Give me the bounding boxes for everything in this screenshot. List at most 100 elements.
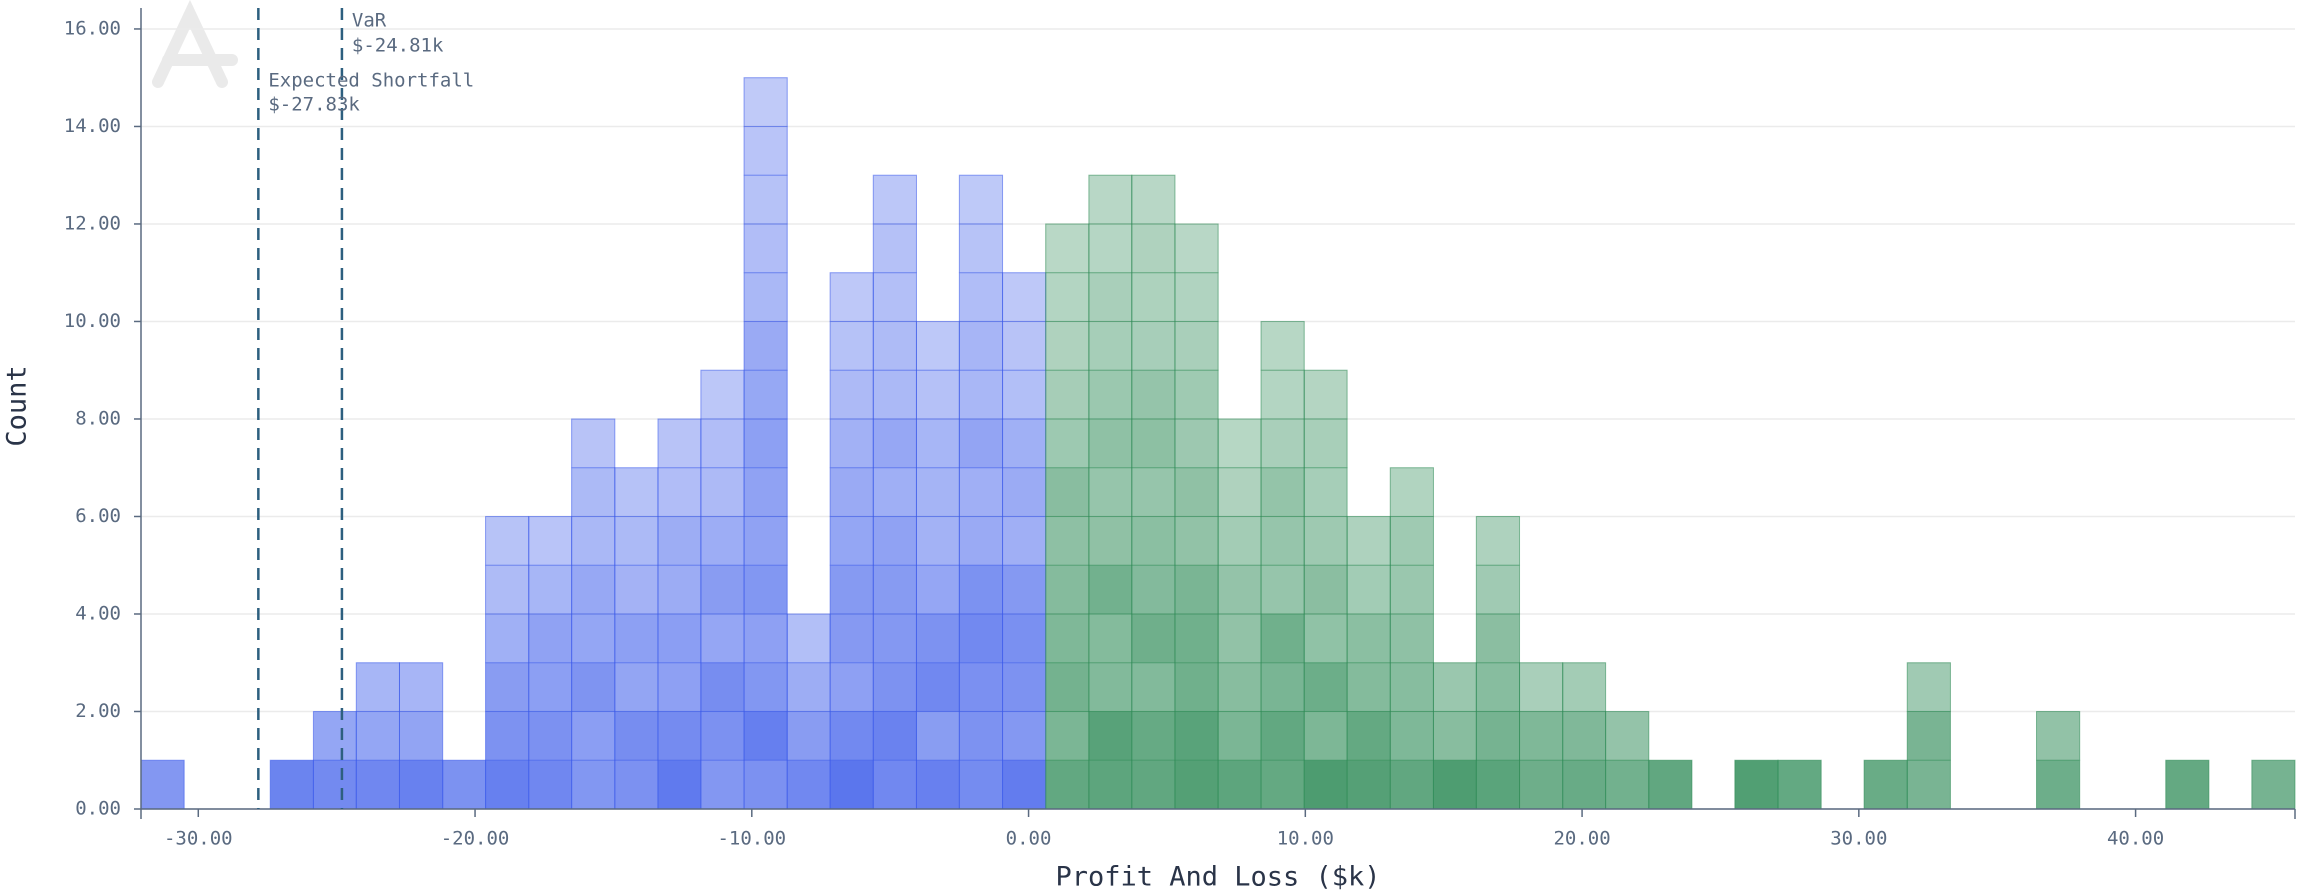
bar-cell	[1088, 418, 1133, 469]
bar-cell	[657, 710, 702, 761]
bar-cell	[1217, 515, 1262, 566]
bar-cell	[743, 467, 788, 517]
bar-cell	[528, 759, 573, 810]
bar-cell	[700, 467, 745, 517]
bar-cell	[1519, 662, 1564, 712]
bar-cell	[1002, 272, 1047, 322]
bar-cell	[1519, 759, 1564, 810]
bar-cell	[485, 710, 530, 761]
bar-cell	[1131, 418, 1176, 469]
bar-cell	[872, 369, 917, 420]
bar-cell	[1131, 467, 1176, 517]
bar-cell	[1174, 223, 1219, 274]
bar-group	[1045, 223, 1090, 810]
bar-cell	[958, 662, 1004, 712]
bar-cell	[786, 759, 831, 810]
bar-cell	[1303, 613, 1348, 664]
bar-cell	[485, 759, 530, 810]
bar-group	[700, 369, 745, 810]
bar-cell	[1045, 710, 1090, 761]
bar-cell	[1045, 272, 1090, 322]
bar-cell	[1432, 759, 1477, 810]
bar-cell	[958, 223, 1004, 274]
bar-group	[743, 77, 788, 810]
y-axis-title: Count	[2, 365, 33, 446]
bar-cell	[355, 662, 400, 712]
bar-cell	[872, 467, 917, 517]
bar-group	[1260, 320, 1305, 810]
bar-cell	[571, 515, 616, 566]
bar-cell	[743, 369, 788, 420]
bar-cell	[1174, 272, 1219, 322]
bar-group	[312, 710, 357, 810]
bar-cell	[1260, 564, 1305, 615]
bar-cell	[1045, 515, 1090, 566]
bar-cell	[1045, 564, 1090, 615]
bar-cell	[398, 710, 444, 761]
bar-cell	[743, 613, 788, 664]
bar-cell	[528, 613, 573, 664]
bar-cell	[915, 418, 960, 469]
bar-cell	[1045, 613, 1090, 664]
bar-cell	[1131, 272, 1176, 322]
bar-cell	[872, 564, 917, 615]
y-tick-label: 0.00	[75, 798, 121, 820]
bar-cell	[614, 759, 659, 810]
bar-cell	[614, 564, 659, 615]
bar-cell	[958, 613, 1004, 664]
bar-cell	[1346, 710, 1391, 761]
bar-cell	[872, 272, 917, 322]
bar-cell	[743, 272, 788, 322]
bar-cell	[1131, 662, 1176, 712]
x-tick-label: 10.00	[1277, 828, 1334, 850]
bar-cell	[700, 564, 745, 615]
bar-cell	[1519, 710, 1564, 761]
bar-cell	[1303, 515, 1348, 566]
bar-cell	[571, 467, 616, 517]
bar-cell	[1605, 759, 1650, 810]
bar-group	[958, 174, 1004, 810]
bar-cell	[1260, 515, 1305, 566]
bar-cell	[958, 174, 1004, 225]
bar-cell	[1045, 662, 1090, 712]
bar-group	[571, 418, 616, 810]
bar-group	[140, 759, 185, 810]
bar-cell	[1346, 613, 1391, 664]
bar-cell	[614, 710, 659, 761]
bar-cell	[1088, 759, 1133, 810]
bar-cell	[1088, 369, 1133, 420]
bar-cell	[1389, 759, 1434, 810]
bar-cell	[1475, 662, 1521, 712]
bar-cell	[958, 564, 1004, 615]
bar-cell	[657, 467, 702, 517]
bar-cell	[1217, 710, 1262, 761]
bar-cell	[1260, 320, 1305, 371]
bar-cell	[1432, 662, 1477, 712]
x-tick-label: -10.00	[717, 828, 786, 850]
bar-cell	[528, 515, 573, 566]
bar-cell	[1906, 710, 1951, 761]
bar-cell	[1260, 759, 1305, 810]
bar-cell	[1432, 710, 1477, 761]
bar-cell	[700, 662, 745, 712]
bar-group	[915, 320, 960, 810]
bar-cell	[528, 662, 573, 712]
bar-cell	[915, 515, 960, 566]
bar-cell	[1045, 369, 1090, 420]
bar-cell	[1045, 759, 1090, 810]
bar-group	[1648, 759, 1693, 810]
bar-cell	[1088, 662, 1133, 712]
bar-group	[1562, 662, 1607, 810]
bar-cell	[700, 759, 745, 810]
bar-cell	[1174, 613, 1219, 664]
bar-cell	[1131, 759, 1176, 810]
bar-cell	[1131, 223, 1176, 274]
bar-group	[1475, 515, 1521, 810]
bar-cell	[1777, 759, 1822, 810]
bar-group	[442, 759, 487, 810]
bar-cell	[1303, 467, 1348, 517]
bar-cell	[743, 564, 788, 615]
x-tick-label: -20.00	[441, 828, 510, 850]
bar-cell	[1131, 564, 1176, 615]
bar-cell	[485, 613, 530, 664]
